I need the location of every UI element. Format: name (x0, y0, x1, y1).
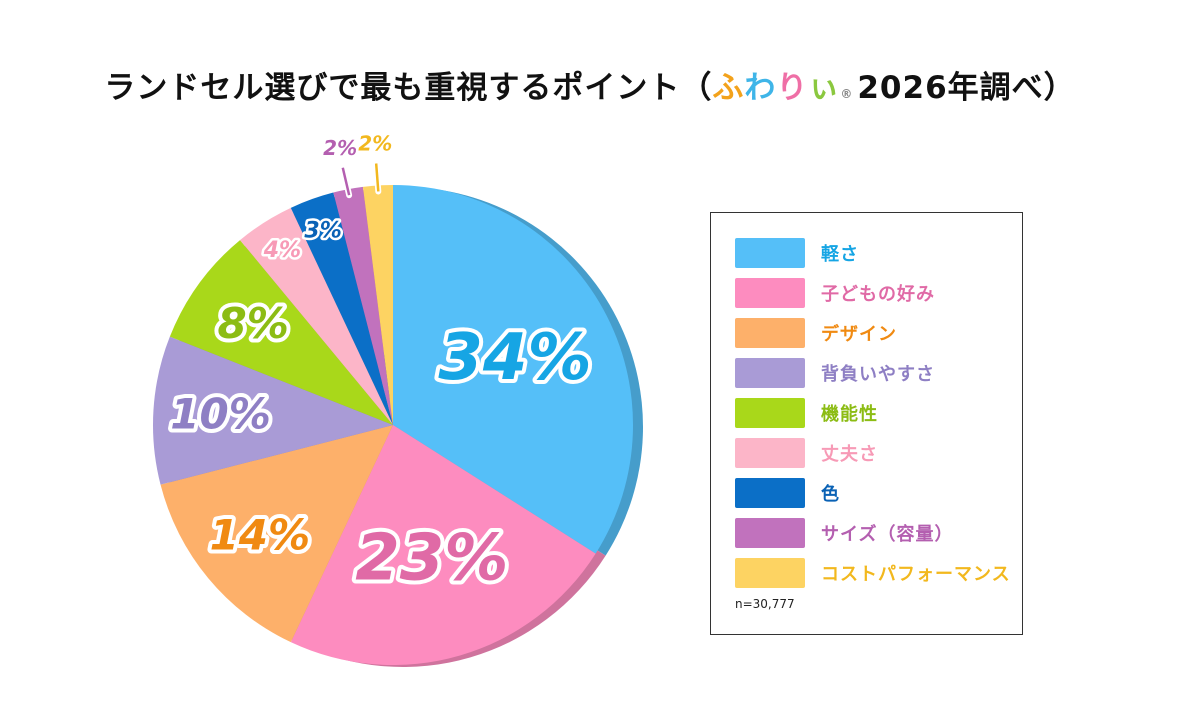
brand-logo: ふわりぃ (712, 70, 840, 106)
title-suffix: 2026年調べ） (857, 70, 1076, 106)
slice-value-label: 14% (210, 511, 311, 560)
pie-slice-6 (240, 207, 393, 425)
legend-label: 機能性 (821, 404, 878, 425)
legend-swatch (735, 318, 805, 348)
title-prefix: ランドセル選びで最も重視するポイント（ (104, 70, 713, 106)
legend-label: サイズ（容量） (821, 524, 954, 545)
legend-swatch (735, 278, 805, 308)
pie-slice-5 (169, 240, 393, 425)
slice-value-label: 34% (438, 321, 591, 395)
legend-swatch (735, 478, 805, 508)
brand-char: り (776, 70, 809, 106)
pie-slice-1 (393, 185, 634, 554)
pie-slice-4 (153, 336, 393, 485)
legend-swatch (735, 398, 805, 428)
legend-item: 丈夫さ (735, 437, 878, 469)
legend-item: 軽さ (735, 237, 859, 269)
legend-label: 背負いやすさ (821, 364, 935, 385)
legend-swatch (735, 558, 805, 588)
pie-slice-7 (290, 192, 393, 425)
slice-value-label: 2% (358, 132, 392, 156)
slice-value-label: 3% (304, 218, 341, 243)
legend-swatch (735, 518, 805, 548)
pie-slice-2 (290, 425, 596, 665)
leader-line (341, 167, 351, 196)
slice-value-label: 2% (323, 136, 357, 160)
pie-slice-3 (160, 425, 393, 643)
slice-value-label: 10% (170, 390, 271, 439)
legend-label: 丈夫さ (821, 444, 878, 465)
legend-swatch (735, 238, 805, 268)
legend-label: 子どもの好み (821, 284, 935, 305)
legend-item: コストパフォーマンス (735, 557, 1011, 589)
legend-label: 軽さ (821, 244, 859, 265)
legend-item: 色 (735, 477, 840, 509)
brand-char: ぃ (808, 70, 841, 106)
slice-value-label: 23% (355, 522, 508, 596)
brand-char: ふ (712, 70, 745, 106)
legend-label: コストパフォーマンス (821, 564, 1011, 585)
legend-item: 背負いやすさ (735, 357, 935, 389)
legend-label: デザイン (821, 324, 897, 345)
brand-registered-mark: ® (840, 87, 854, 101)
legend-item: サイズ（容量） (735, 517, 953, 549)
legend-item: 機能性 (735, 397, 878, 429)
legend-swatch (735, 438, 805, 468)
legend: 軽さ子どもの好み デザイン背負いやすさ 機能性丈夫さ色サイズ（容量） コストパフォーマ… (710, 212, 1023, 635)
legend-item: デザイン (735, 317, 897, 349)
legend-item: 子どもの好み (735, 277, 935, 309)
legend-label: 色 (821, 484, 840, 505)
pie-slice-9 (362, 185, 393, 425)
brand-char: わ (744, 70, 777, 106)
leader-line (374, 163, 380, 192)
chart-title: ランドセル選びで最も重視するポイント（ふわりぃ® 2026年調べ） (0, 62, 1180, 107)
slice-value-label: 8% (218, 299, 289, 348)
slice-value-label: 4% (263, 238, 301, 263)
sample-size-note: n=30,777 (735, 597, 795, 611)
pie-slice-8 (333, 186, 393, 425)
legend-swatch (735, 358, 805, 388)
